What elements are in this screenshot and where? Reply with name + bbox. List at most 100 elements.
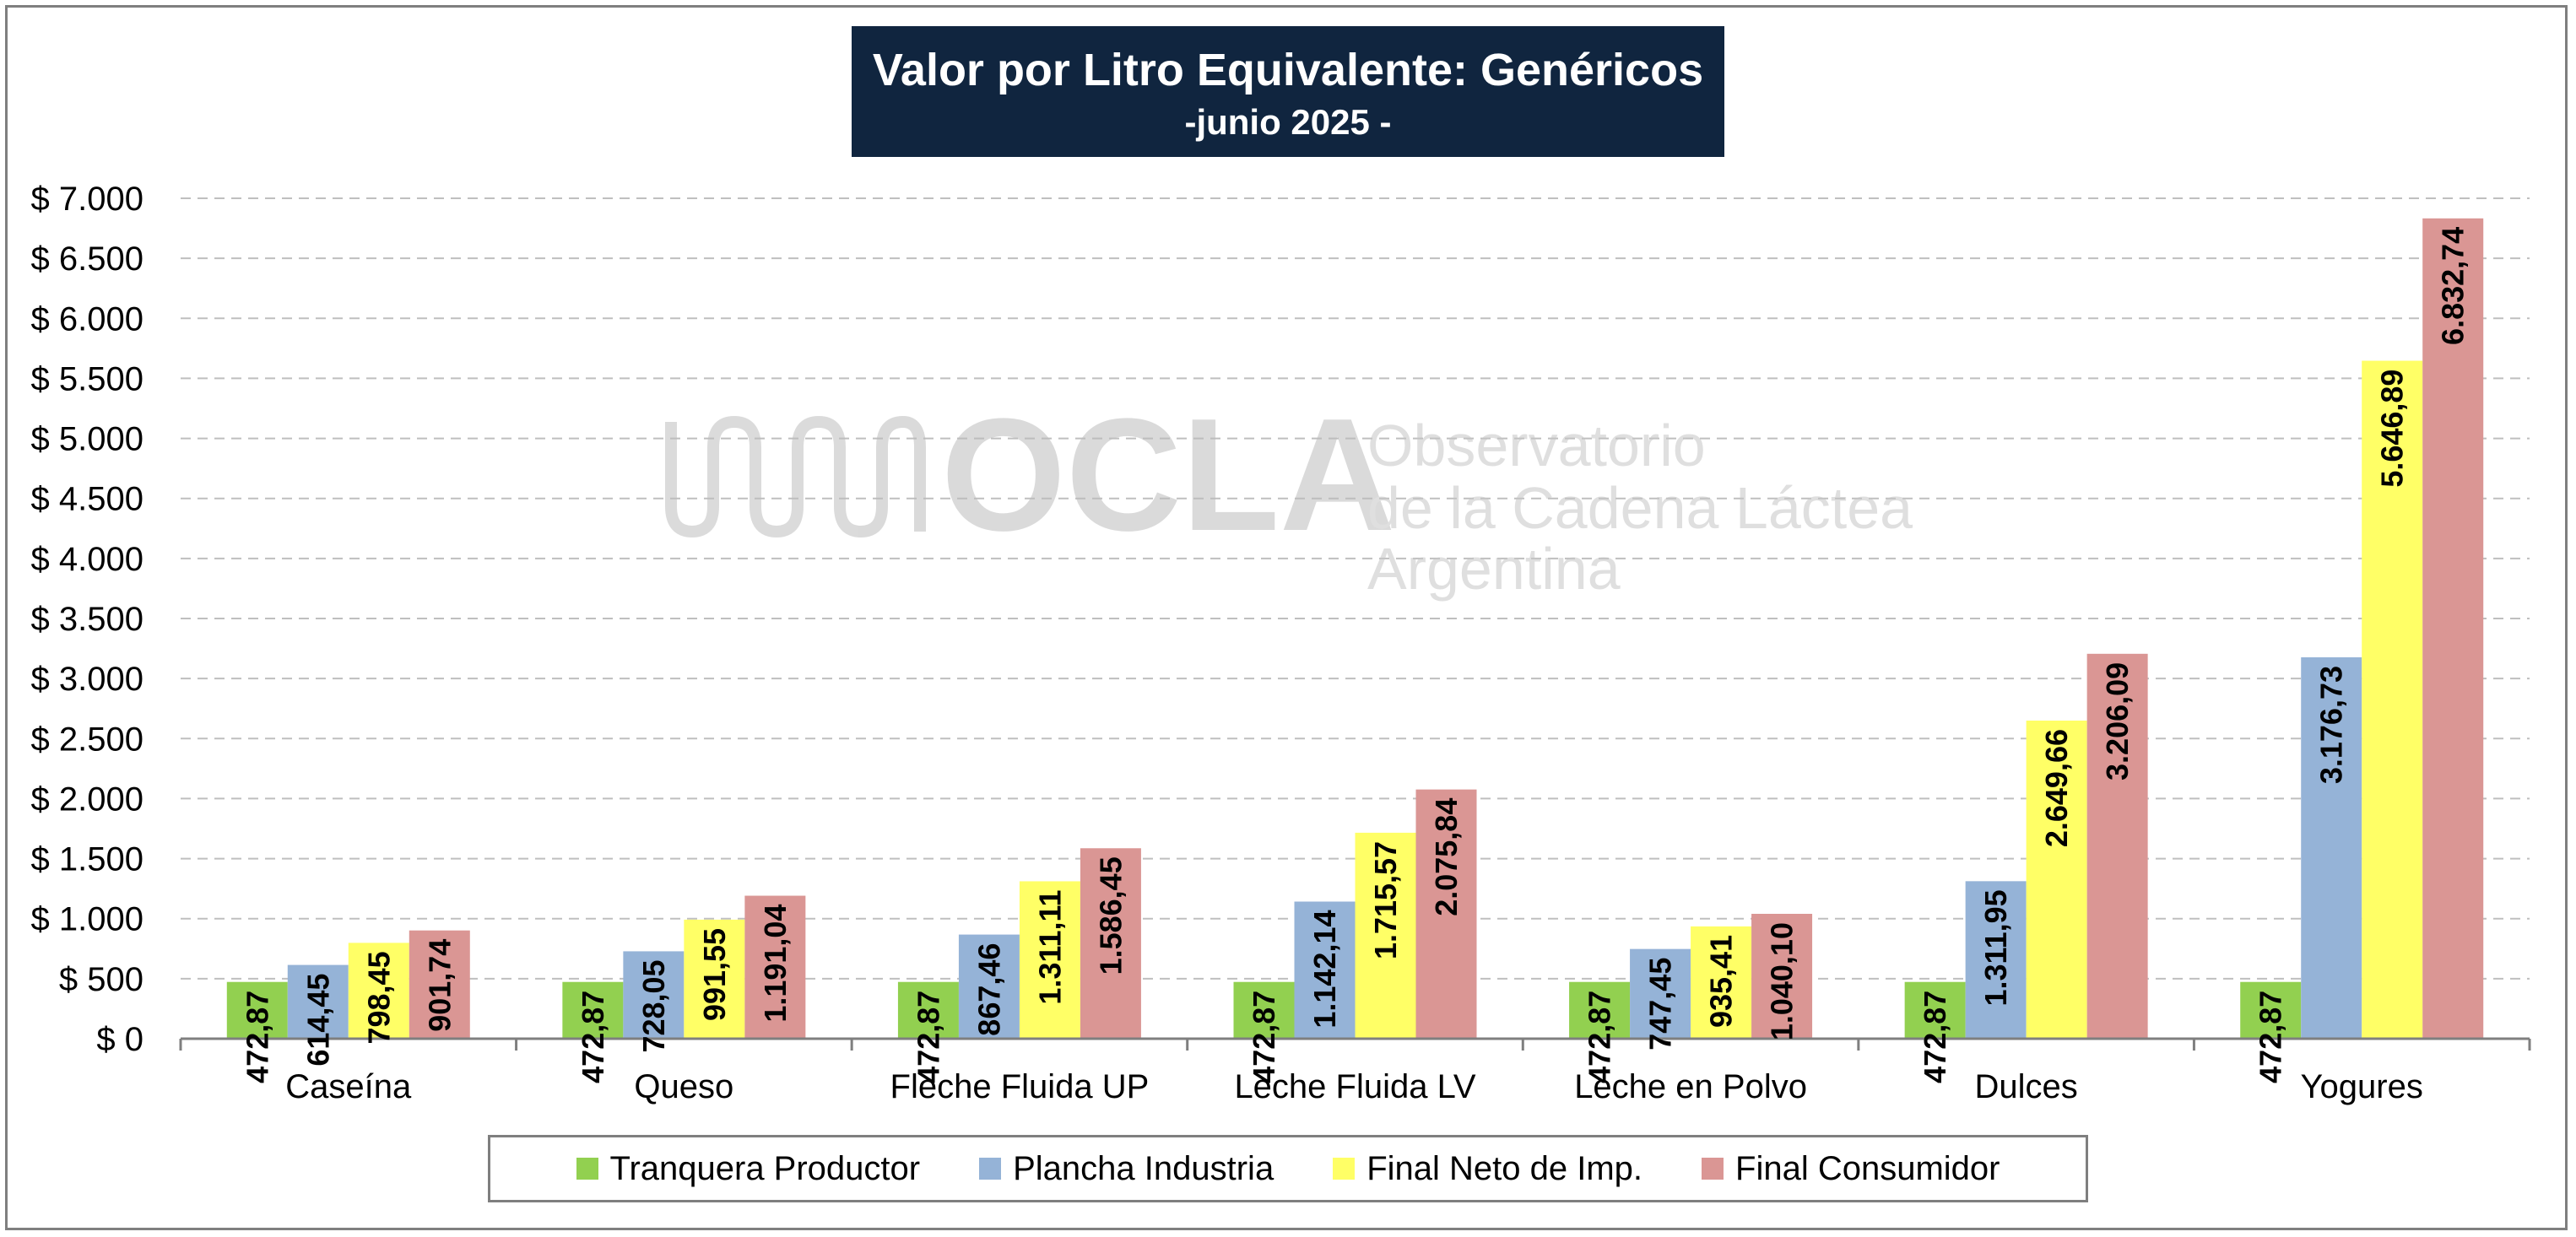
- bar: [2422, 218, 2484, 1039]
- x-category-label: Leche en Polvo: [1574, 1068, 1807, 1105]
- x-category-label: Queso: [634, 1068, 733, 1105]
- data-label: 5.646,89: [2375, 370, 2410, 488]
- bar: [2026, 720, 2087, 1039]
- bar: [2086, 653, 2148, 1039]
- legend-item: Final Consumidor: [1702, 1150, 2000, 1188]
- data-label: 867,46: [971, 943, 1006, 1036]
- legend-swatch: [1333, 1158, 1356, 1180]
- bar: [562, 981, 624, 1039]
- data-label: 798,45: [361, 951, 396, 1044]
- y-tick-label: $ 2.000: [31, 781, 143, 818]
- data-label: 1.586,45: [1093, 856, 1128, 975]
- legend: Tranquera Productor Plancha Industria Fina…: [488, 1135, 2088, 1202]
- x-category-label: Caseína: [285, 1068, 412, 1105]
- y-tick-label: $ 3.500: [31, 601, 143, 638]
- legend-item: Plancha Industria: [979, 1150, 1274, 1188]
- y-axis: $ 0 $ 500 $ 1.000 $ 1.500 $ 2.000 $ 2.500 $ 3.…: [31, 181, 143, 1058]
- data-label: 472,87: [576, 991, 610, 1083]
- bar: [1415, 789, 1477, 1039]
- bar: [1355, 832, 1416, 1039]
- data-label: 3.206,09: [2100, 662, 2135, 781]
- y-tick-label: $ 5.500: [31, 360, 143, 397]
- legend-item: Tranquera Productor: [576, 1149, 921, 1188]
- y-tick-label: $ 1.500: [31, 841, 143, 878]
- y-tick-label: $ 2.500: [31, 721, 143, 758]
- data-label: 3.176,73: [2314, 666, 2349, 784]
- data-label: 2.649,66: [2039, 729, 2074, 847]
- y-tick-label: $ 7.000: [31, 181, 143, 218]
- watermark-line3: Argentina: [1367, 536, 1621, 602]
- data-label: 472,87: [240, 991, 274, 1083]
- data-label: 472,87: [1583, 991, 1617, 1083]
- watermark-wave-icon: [665, 415, 926, 538]
- y-tick-label: $ 3.000: [31, 661, 143, 698]
- bar: [1294, 901, 1356, 1039]
- legend-label: Final Consumidor: [1735, 1149, 2000, 1187]
- bar: [1630, 948, 1691, 1039]
- data-label: 1.040,10: [1765, 922, 1799, 1040]
- data-label: 747,45: [1643, 958, 1678, 1051]
- data-label: 1.142,14: [1307, 910, 1342, 1028]
- y-tick-label: $ 4.000: [31, 541, 143, 578]
- legend-swatch: [576, 1158, 598, 1180]
- data-label: 472,87: [911, 991, 945, 1083]
- chart-title-box: Valor por Litro Equivalente: Genéricos -…: [852, 26, 1724, 157]
- data-labels: 472,87 614,45 798,45 901,74 472,87 728,05 991,…: [240, 227, 2470, 1083]
- bar: [348, 943, 409, 1039]
- data-label: 472,87: [2254, 991, 2288, 1083]
- data-label: 935,41: [1704, 935, 1739, 1028]
- bar: [1751, 914, 1813, 1039]
- watermark-line1: Observatorio: [1367, 413, 1706, 478]
- bar: [2362, 360, 2423, 1040]
- bar: [226, 981, 288, 1039]
- x-category-label: Yogures: [2301, 1068, 2423, 1105]
- bar: [2301, 656, 2362, 1039]
- x-axis: Caseína Queso Fleche Fluida UP Leche Fluida…: [179, 1037, 2531, 1105]
- data-label: 1.715,57: [1368, 841, 1403, 959]
- y-tick-label: $ 6.500: [31, 240, 143, 278]
- bar: [287, 964, 349, 1039]
- y-tick-label: $ 6.000: [31, 300, 143, 338]
- bar: [623, 951, 685, 1039]
- legend-label: Final Neto de Imp.: [1366, 1149, 1643, 1187]
- bar: [1965, 881, 2027, 1039]
- y-tick-label: $ 500: [59, 961, 143, 998]
- data-label: 472,87: [1247, 991, 1281, 1083]
- data-label: 1.311,95: [1978, 889, 2013, 1006]
- watermark-logo: OCLA Observatorio de la Cadena Láctea Ar…: [665, 386, 1913, 602]
- data-label: 6.832,74: [2436, 227, 2470, 345]
- bars: [226, 218, 2484, 1040]
- data-label: 1.191,04: [758, 905, 793, 1023]
- data-label: 728,05: [636, 959, 671, 1052]
- bar: [684, 919, 745, 1039]
- y-tick-label: $ 0: [96, 1021, 143, 1058]
- x-category-label: Fleche Fluida UP: [890, 1068, 1150, 1105]
- bar: [897, 981, 959, 1039]
- x-category-label: Dulces: [1975, 1068, 2078, 1105]
- bar: [1691, 926, 1752, 1039]
- bar: [958, 934, 1020, 1039]
- watermark-line2: de la Cadena Láctea: [1367, 475, 1913, 541]
- bar: [1569, 981, 1631, 1039]
- bar: [1019, 881, 1080, 1039]
- data-label: 901,74: [422, 939, 457, 1032]
- bar: [744, 895, 806, 1039]
- chart-subtitle: -junio 2025 -: [1184, 101, 1392, 142]
- bar: [1080, 848, 1141, 1039]
- data-label: 614,45: [300, 974, 335, 1067]
- data-label: 991,55: [697, 928, 732, 1021]
- y-tick-label: $ 5.000: [31, 421, 143, 458]
- y-tick-label: $ 4.500: [31, 481, 143, 518]
- bar: [2240, 981, 2302, 1039]
- chart-title: Valor por Litro Equivalente: Genéricos: [872, 45, 1704, 95]
- data-label: 2.075,84: [1429, 798, 1464, 916]
- legend-swatch: [1702, 1158, 1724, 1180]
- data-label: 472,87: [1918, 991, 1952, 1083]
- bar: [1904, 981, 1966, 1039]
- bar: [1233, 981, 1295, 1039]
- x-category-label: Leche Fluida LV: [1234, 1068, 1475, 1105]
- legend-label: Tranquera Productor: [609, 1149, 921, 1187]
- legend-label: Plancha Industria: [1013, 1149, 1274, 1187]
- watermark-ocla: OCLA: [941, 386, 1395, 564]
